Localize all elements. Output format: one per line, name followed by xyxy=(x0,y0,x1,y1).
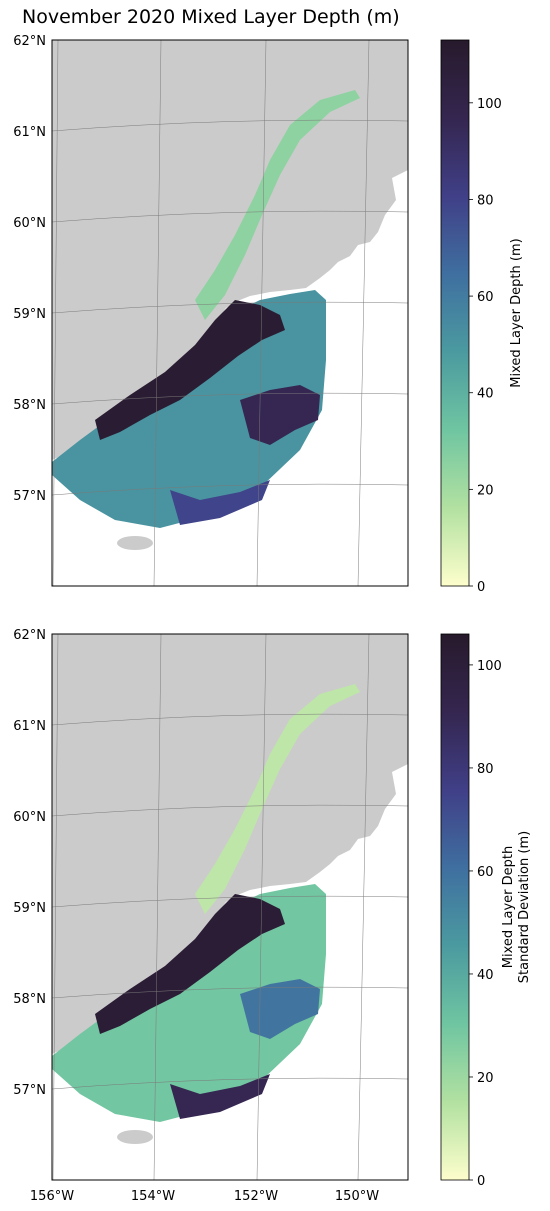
latitude-tick-label: 61°N xyxy=(13,125,46,140)
colorbar-tick-label: 40 xyxy=(477,968,494,983)
latitude-line xyxy=(52,895,408,908)
latitude-tick-label: 59°N xyxy=(13,307,46,322)
colorbar-tick-label: 20 xyxy=(477,1071,494,1086)
longitude-line xyxy=(153,40,162,586)
graticule xyxy=(52,634,408,1180)
colorbar-tick-label: 20 xyxy=(477,483,494,498)
latitude-line xyxy=(52,713,408,726)
colorbar-tick-label: 100 xyxy=(477,659,502,674)
colorbar xyxy=(440,633,470,1181)
deep-trough-field xyxy=(95,894,285,1034)
colorbar-tick-label: 100 xyxy=(477,97,502,112)
map-area xyxy=(52,40,408,586)
latitude-tick-label: 57°N xyxy=(13,1083,46,1098)
colorbar-label: Mixed Layer Depth xyxy=(501,846,516,968)
cook-inlet-field xyxy=(195,684,360,914)
longitude-tick-label: 156°W xyxy=(30,1189,74,1204)
colorbar-tick-label: 0 xyxy=(477,580,485,595)
latitude-line xyxy=(52,483,408,496)
latitude-line xyxy=(52,301,408,314)
latitude-line xyxy=(52,210,408,223)
latitude-line xyxy=(52,119,408,132)
longitude-tick-label: 152°W xyxy=(234,1189,278,1204)
deep-trough-field xyxy=(95,300,285,440)
longitude-line xyxy=(52,40,59,586)
latitude-tick-label: 62°N xyxy=(13,628,46,643)
longitude-line xyxy=(357,40,370,586)
colorbar-label: Standard Deviation (m) xyxy=(517,831,532,983)
latitude-tick-label: 58°N xyxy=(13,992,46,1007)
latitude-line xyxy=(52,634,56,635)
latitude-line xyxy=(52,1077,408,1090)
longitude-line xyxy=(256,634,267,1180)
longitude-tick-label: 150°W xyxy=(335,1189,379,1204)
mixed-layer-depth-std-map-panel: 62°N 61°N 60°N 59°N 58°N 57°N 156°W 154°W 152°W 1… xyxy=(13,628,532,1204)
ocean-data-field xyxy=(52,290,326,528)
cook-inlet-field xyxy=(195,90,360,320)
ocean-data-field xyxy=(52,884,326,1122)
latitude-line xyxy=(52,804,408,817)
colorbar-label: Mixed Layer Depth (m) xyxy=(509,238,524,387)
longitude-line xyxy=(153,634,162,1180)
latitude-tick-label: 59°N xyxy=(13,901,46,916)
longitude-tick-label: 154°W xyxy=(131,1189,175,1204)
latitude-tick-label: 62°N xyxy=(13,34,46,49)
map-area xyxy=(52,634,408,1180)
figure-title: November 2020 Mixed Layer Depth (m) xyxy=(22,6,400,28)
outer-ring-field xyxy=(170,1074,270,1119)
latitude-tick-label: 60°N xyxy=(13,810,46,825)
latitude-line xyxy=(52,986,408,999)
colorbar-tick-label: 0 xyxy=(477,1174,485,1189)
longitude-line xyxy=(256,40,267,586)
colorbar-tick-label: 80 xyxy=(477,193,494,208)
latitude-tick-label: 61°N xyxy=(13,719,46,734)
longitude-line xyxy=(52,634,59,1180)
semidi-islands xyxy=(117,536,153,550)
colorbar-tick-label: 40 xyxy=(477,387,494,402)
colorbar-tick-label: 60 xyxy=(477,290,494,305)
latitude-line xyxy=(52,392,408,405)
longitude-line xyxy=(357,634,370,1180)
outer-ring-field xyxy=(170,480,270,525)
map-frame xyxy=(51,633,409,1181)
colorbar xyxy=(440,39,470,587)
graticule xyxy=(52,40,408,586)
latitude-line xyxy=(52,40,56,41)
latitude-tick-label: 60°N xyxy=(13,216,46,231)
colorbar-tick-label: 80 xyxy=(477,762,494,777)
mixed-layer-depth-map-panel: 62°N 61°N 60°N 59°N 58°N 57°N 0 20 40 60 80 100 Mixe… xyxy=(13,34,524,595)
map-frame xyxy=(51,39,409,587)
latitude-tick-label: 57°N xyxy=(13,489,46,504)
colorbar-tick-label: 60 xyxy=(477,865,494,880)
latitude-tick-label: 58°N xyxy=(13,398,46,413)
semidi-islands xyxy=(117,1130,153,1144)
